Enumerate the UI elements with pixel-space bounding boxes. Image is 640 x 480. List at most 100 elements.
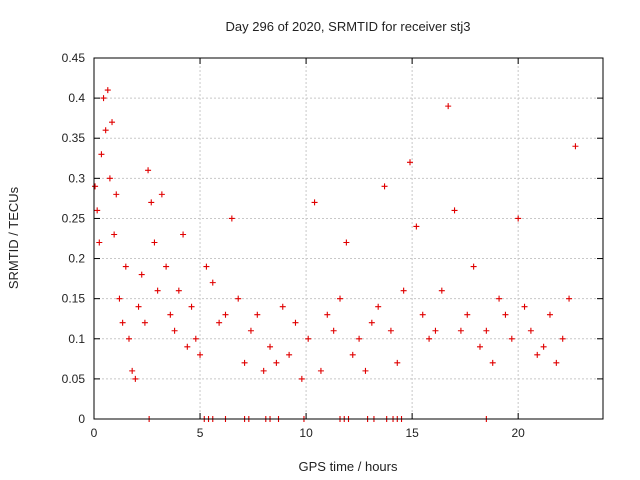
data-point [260,367,267,374]
data-point [407,159,414,166]
data-point [368,319,375,326]
data-point [432,327,439,334]
data-point [502,311,509,318]
x-tick-label: 5 [197,426,204,440]
data-point [438,287,445,294]
data-point [419,311,426,318]
data-point [387,327,394,334]
plot-frame [93,57,604,420]
data-point [241,359,248,366]
data-point [489,359,496,366]
y-tick-label: 0.35 [62,131,86,145]
data-point [151,239,158,246]
data-point [209,279,216,286]
data-point [534,351,541,358]
data-point [362,367,369,374]
data-point [102,127,109,134]
data-point [158,191,165,198]
data-point [394,359,401,366]
data-point [109,119,116,126]
y-tick-label: 0.25 [62,211,86,225]
data-point [381,183,388,190]
data-point [476,343,483,350]
data-point [559,335,566,342]
data-point [104,87,111,94]
data-point [317,367,324,374]
data-point [279,303,286,310]
y-tick-label: 0 [78,412,85,426]
data-point [132,375,139,382]
y-tick-label: 0.4 [68,91,85,105]
axis-ticks: 0 0.05 0.1 0.15 0.2 0.25 0.3 0.35 0.4 0.45 0 5 10 15 2… [62,51,603,440]
data-point [457,327,464,334]
data-point [138,271,145,278]
data-point [94,207,101,214]
data-point [298,375,305,382]
y-tick-label: 0.05 [62,372,86,386]
chart-title: Day 296 of 2020, SRMTID for receiver stj… [226,19,471,34]
data-point [496,295,503,302]
data-point [413,223,420,230]
data-point [464,311,471,318]
data-point [148,199,155,206]
data-point [180,231,187,238]
data-point [92,183,99,190]
data-point [171,327,178,334]
data-point [566,295,573,302]
data-point [292,319,299,326]
data-point [163,263,170,270]
data-point [311,199,318,206]
data-point [349,351,356,358]
data-point [113,191,120,198]
data-point [426,335,433,342]
data-point [572,143,579,150]
x-tick-label: 20 [511,426,525,440]
data-point [125,335,132,342]
data-point [553,359,560,366]
y-tick-label: 0.15 [62,292,86,306]
data-point [254,311,261,318]
y-tick-label: 0.1 [68,332,85,346]
data-point [106,175,113,182]
y-tick-label: 0.45 [62,51,86,65]
data-point [527,327,534,334]
data-point [451,207,458,214]
data-point [286,351,293,358]
data-point [400,287,407,294]
data-point [222,311,229,318]
data-point [375,303,382,310]
data-point [175,287,182,294]
data-point [247,327,254,334]
data-point [445,103,452,110]
data-point [337,295,344,302]
data-point [145,167,152,174]
data-point [343,239,350,246]
y-axis-label: SRMTID / TECUs [6,186,21,289]
data-point [356,335,363,342]
data-point [119,319,126,326]
data-point [305,335,312,342]
data-point [135,303,142,310]
data-point [324,311,331,318]
data-point [228,215,235,222]
data-point [141,319,148,326]
data-point [188,303,195,310]
data-point [184,343,191,350]
data-point [235,295,242,302]
x-tick-label: 10 [299,426,313,440]
data-point [515,215,522,222]
y-tick-label: 0.3 [68,171,85,185]
data-point [521,303,528,310]
data-point [267,343,274,350]
data-point [483,327,490,334]
x-tick-label: 15 [405,426,419,440]
data-point [546,311,553,318]
data-point [197,351,204,358]
data-point [470,263,477,270]
data-point [508,335,515,342]
data-point [330,327,337,334]
grid [94,58,603,419]
x-tick-label: 0 [91,426,98,440]
data-point [540,343,547,350]
